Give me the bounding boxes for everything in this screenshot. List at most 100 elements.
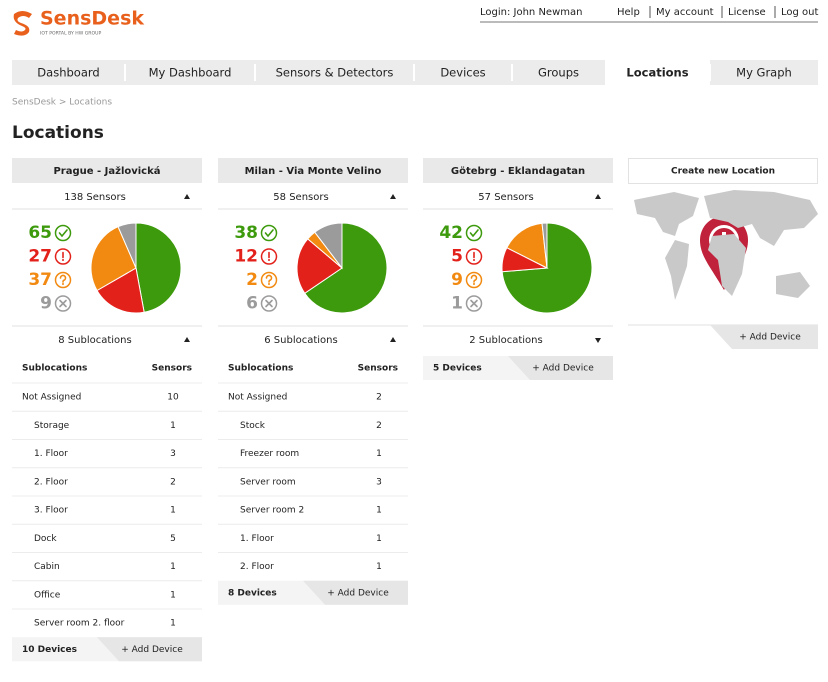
- sublocation[interactable]: Server room: [240, 477, 296, 487]
- nav-tab[interactable]: Groups: [538, 66, 579, 80]
- location-header: [423, 158, 613, 183]
- sublocation[interactable]: Office: [34, 590, 61, 600]
- status-count: 12: [234, 247, 258, 267]
- status-icon: [470, 299, 478, 308]
- create-card: [628, 158, 818, 184]
- status-icon: [260, 271, 278, 289]
- sublocation[interactable]: Server room 2: [240, 506, 304, 516]
- pie-slice: [117, 222, 137, 269]
- status-icon: [54, 271, 72, 289]
- status-count: 6: [246, 294, 258, 314]
- add-device-bg: [303, 580, 408, 605]
- sublocation[interactable]: Stock: [240, 421, 266, 431]
- table-header: Sublocations: [228, 364, 293, 374]
- nav-tab[interactable]: Devices: [440, 66, 485, 80]
- status-icon: [469, 229, 479, 238]
- sublocation-count[interactable]: 6 Sublocations: [264, 335, 337, 346]
- location-name[interactable]: Prague - Jažlovická: [53, 165, 160, 177]
- create-location[interactable]: Create new Location: [671, 167, 775, 177]
- sublocation-sensors: 1: [376, 506, 382, 516]
- sublocation[interactable]: Server room 2. floor: [34, 619, 125, 629]
- sublocation[interactable]: Storage: [34, 421, 70, 431]
- sublocation-sensors: 1: [376, 449, 382, 459]
- device-count[interactable]: 5 Devices: [433, 364, 482, 374]
- nav-tab[interactable]: My Dashboard: [149, 66, 232, 80]
- location-name[interactable]: Milan - Via Monte Velino: [245, 166, 382, 177]
- sublocation[interactable]: Freezer room: [240, 449, 299, 459]
- toggle-arrow[interactable]: [184, 337, 190, 342]
- sublocation[interactable]: 3. Floor: [34, 506, 68, 516]
- tagline: IOT PORTAL BY HW GROUP: [40, 31, 101, 37]
- sublocation[interactable]: 2. Floor: [34, 477, 68, 487]
- toggle-arrow[interactable]: [184, 194, 190, 199]
- device-count[interactable]: 10 Devices: [22, 645, 77, 655]
- location-name[interactable]: Götebrg - Eklandagatan: [451, 166, 585, 177]
- status-count: 1: [451, 294, 463, 314]
- sublocation-sensors: 1: [170, 590, 176, 600]
- header-link[interactable]: Help: [617, 7, 640, 18]
- table-header: Sublocations: [22, 364, 87, 374]
- status-icon: [62, 259, 64, 261]
- status-count: 65: [28, 223, 52, 243]
- header-link[interactable]: Log out: [781, 7, 818, 18]
- sublocation[interactable]: Not Assigned: [22, 393, 81, 403]
- sublocation[interactable]: Dock: [34, 534, 57, 544]
- header-link[interactable]: License: [728, 7, 766, 18]
- status-icon: [59, 274, 67, 283]
- sublocation[interactable]: Cabin: [34, 562, 60, 572]
- status-icon: [54, 224, 72, 242]
- nav-tab[interactable]: Dashboard: [37, 66, 99, 80]
- status-count: 9: [40, 294, 52, 314]
- nav-tab[interactable]: Locations: [626, 66, 688, 80]
- status-count: 37: [28, 270, 52, 290]
- status-icon: [264, 229, 274, 238]
- status-count: 9: [451, 270, 463, 290]
- sublocation-count[interactable]: 8 Sublocations: [58, 335, 131, 346]
- device-count[interactable]: 8 Devices: [228, 588, 277, 598]
- status-icon: [465, 224, 483, 242]
- toggle-arrow[interactable]: [390, 337, 396, 342]
- toggle-arrow[interactable]: [595, 194, 601, 199]
- add-device-bg: [508, 356, 613, 380]
- status-count: 27: [28, 247, 52, 267]
- sublocation-sensors: 3: [376, 477, 382, 487]
- add-device[interactable]: + Add Device: [532, 364, 594, 374]
- add-device-bg: [97, 637, 202, 662]
- sublocation[interactable]: 1. Floor: [34, 449, 68, 459]
- header-link[interactable]: My account: [656, 7, 714, 18]
- toggle-arrow[interactable]: [390, 194, 396, 199]
- nav-tab[interactable]: Sensors & Detectors: [276, 66, 394, 80]
- pie-slice: [541, 222, 548, 269]
- nav-tab-active: [605, 60, 710, 85]
- table-header: Sensors: [152, 364, 192, 374]
- toggle-arrow[interactable]: [595, 338, 601, 343]
- status-count: 38: [234, 223, 258, 243]
- status-icon: [260, 295, 278, 312]
- sublocation-sensors: 1: [170, 506, 176, 516]
- login: Login: John Newman: [480, 7, 582, 18]
- logo[interactable]: SensDesk: [40, 8, 144, 30]
- add-device-bg: [710, 325, 818, 349]
- status-icon: [260, 248, 278, 265]
- add-device[interactable]: + Add Device: [327, 588, 389, 598]
- nav-tab[interactable]: My Graph: [736, 66, 792, 80]
- status-count: 42: [439, 223, 463, 243]
- status-icon: [465, 295, 483, 312]
- sublocation-sensors: 2: [376, 393, 382, 403]
- status-count: 5: [451, 247, 463, 267]
- add-device[interactable]: + Add Device: [121, 645, 183, 655]
- status-icon: [54, 248, 72, 265]
- status-icon: [54, 295, 72, 312]
- status-icon: [59, 299, 67, 308]
- pie-slice: [314, 222, 343, 270]
- sublocation[interactable]: 1. Floor: [240, 534, 274, 544]
- sublocation[interactable]: 2. Floor: [240, 562, 274, 572]
- status-icon: [62, 283, 64, 285]
- sublocation-sensors: 2: [170, 477, 176, 487]
- sublocation-sensors: 1: [376, 562, 382, 572]
- add-device[interactable]: + Add Device: [739, 333, 801, 343]
- table-header: Sensors: [358, 364, 398, 374]
- sublocation-count[interactable]: 2 Sublocations: [469, 335, 542, 346]
- sublocation[interactable]: Not Assigned: [228, 393, 287, 403]
